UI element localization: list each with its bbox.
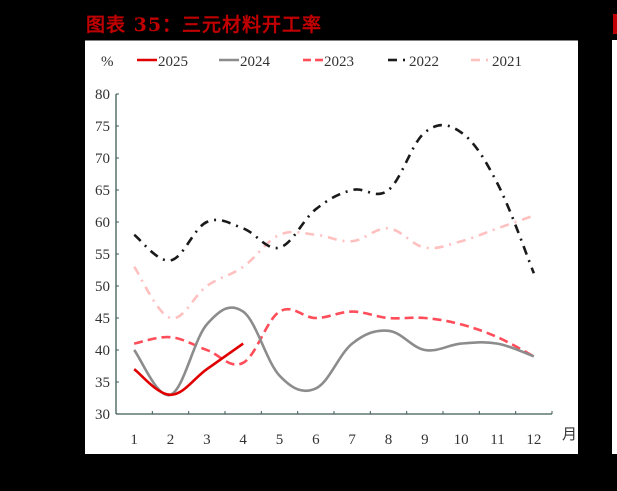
legend: % 2025 2024 2023 2022 2021 bbox=[101, 54, 522, 70]
y-tick-label: 75 bbox=[95, 119, 110, 135]
y-tick-label: 45 bbox=[95, 311, 110, 327]
y-tick-label: 30 bbox=[95, 407, 110, 423]
y-tick-label: 50 bbox=[95, 279, 110, 295]
x-tick-label: 11 bbox=[490, 432, 504, 448]
legend-item-2022: 2022 bbox=[388, 54, 439, 70]
x-axis-unit: 月 bbox=[562, 427, 577, 443]
x-tick-label: 3 bbox=[203, 432, 211, 448]
x-tick-label: 2 bbox=[167, 432, 175, 448]
legend-label: 2023 bbox=[324, 54, 354, 70]
chart-title: 图表 35：三元材料开工率 bbox=[86, 14, 323, 36]
y-tick-label: 60 bbox=[95, 215, 110, 231]
y-tick-label: 55 bbox=[95, 247, 110, 263]
legend-item-2025: 2025 bbox=[137, 54, 188, 70]
title-accent-mark bbox=[613, 14, 617, 34]
x-tick-label: 4 bbox=[239, 432, 247, 448]
legend-item-2023: 2023 bbox=[303, 54, 354, 70]
y-tick-label: 35 bbox=[95, 375, 110, 391]
x-tick-label: 8 bbox=[385, 432, 393, 448]
x-tick-label: 12 bbox=[526, 432, 541, 448]
legend-unit: % bbox=[101, 54, 114, 70]
side-panel-edge bbox=[612, 40, 617, 454]
legend-item-2021: 2021 bbox=[471, 54, 522, 70]
x-tick-label: 5 bbox=[276, 432, 284, 448]
y-tick-label: 70 bbox=[95, 151, 110, 167]
y-tick-label: 80 bbox=[95, 87, 110, 103]
y-tick-label: 40 bbox=[95, 343, 110, 359]
x-tick-label: 9 bbox=[421, 432, 429, 448]
x-tick-label: 10 bbox=[454, 432, 469, 448]
legend-label: 2021 bbox=[492, 54, 522, 70]
legend-label: 2025 bbox=[158, 54, 188, 70]
x-tick-label: 1 bbox=[130, 432, 138, 448]
legend-label: 2024 bbox=[240, 54, 271, 70]
series-line-2022 bbox=[133, 123, 536, 274]
series-lines bbox=[133, 123, 536, 397]
x-tick-label: 6 bbox=[312, 432, 320, 448]
x-tick-label: 7 bbox=[348, 432, 356, 448]
series-line-2023 bbox=[133, 307, 535, 366]
series-line-2025 bbox=[133, 342, 244, 397]
legend-item-2024: 2024 bbox=[219, 54, 271, 70]
series-line-2024 bbox=[133, 306, 535, 397]
y-tick-label: 65 bbox=[95, 183, 110, 199]
chart-panel bbox=[85, 40, 578, 454]
legend-label: 2022 bbox=[409, 54, 439, 70]
series-line-2021 bbox=[133, 214, 535, 320]
